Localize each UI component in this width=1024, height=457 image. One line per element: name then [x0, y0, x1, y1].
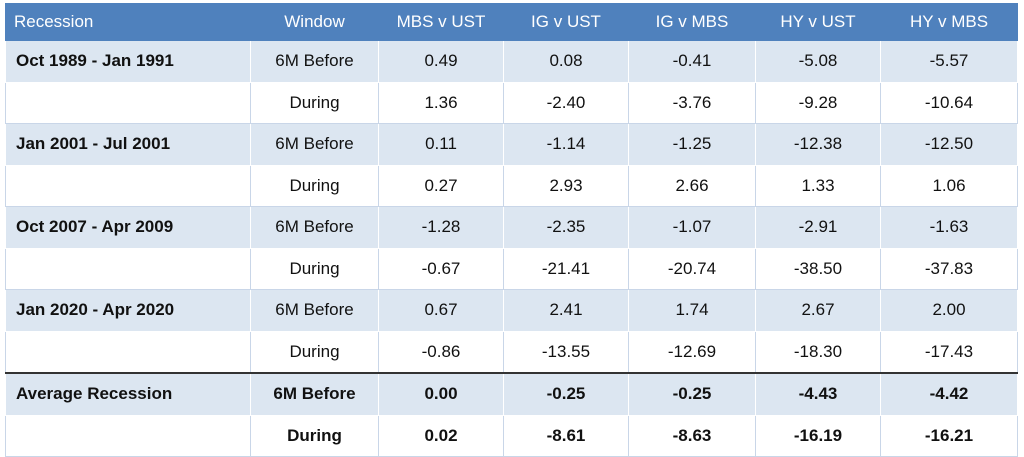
value-cell: -4.43	[755, 372, 881, 416]
value-cell: -37.83	[880, 247, 1018, 290]
value-cell: -0.25	[628, 372, 756, 416]
value-cell: -3.76	[628, 81, 756, 124]
value-cell: -10.64	[880, 81, 1018, 124]
value-cell: -16.21	[880, 414, 1018, 457]
window-cell: 6M Before	[250, 372, 379, 416]
recession-cell	[5, 414, 251, 457]
value-cell: 1.36	[378, 81, 504, 124]
value-cell: -0.41	[628, 40, 756, 83]
window-cell: During	[250, 414, 379, 457]
value-cell: -18.30	[755, 330, 881, 374]
value-cell: -12.50	[880, 123, 1018, 166]
value-cell: 0.00	[378, 372, 504, 416]
header-row: Recession Window MBS v UST IG v UST IG v MBS…	[5, 3, 1018, 41]
value-cell: 1.06	[880, 164, 1018, 207]
value-cell: 0.02	[378, 414, 504, 457]
recession-cell	[5, 330, 251, 374]
value-cell: 0.49	[378, 40, 504, 83]
recession-cell: Jan 2001 - Jul 2001	[5, 123, 251, 166]
table-row: Average Recession 6M Before 0.00 -0.25 -0.25…	[5, 372, 1018, 416]
value-cell: 1.74	[628, 289, 756, 332]
recession-cell	[5, 247, 251, 290]
recession-cell	[5, 81, 251, 124]
value-cell: 2.41	[503, 289, 629, 332]
header-cell: Window	[250, 3, 379, 41]
value-cell: -8.63	[628, 414, 756, 457]
window-cell: During	[250, 247, 379, 290]
header-cell: MBS v UST	[378, 3, 504, 41]
table-body: Oct 1989 - Jan 1991 6M Before 0.49 0.08 -0.4…	[5, 40, 1018, 457]
value-cell: -17.43	[880, 330, 1018, 374]
header-cell: HY v UST	[755, 3, 881, 41]
value-cell: -12.69	[628, 330, 756, 374]
value-cell: -13.55	[503, 330, 629, 374]
value-cell: 2.67	[755, 289, 881, 332]
value-cell: -0.86	[378, 330, 504, 374]
value-cell: 0.27	[378, 164, 504, 207]
data-table: Recession Window MBS v UST IG v UST IG v MBS…	[5, 3, 1018, 457]
recession-cell: Oct 2007 - Apr 2009	[5, 206, 251, 249]
value-cell: -1.63	[880, 206, 1018, 249]
value-cell: -9.28	[755, 81, 881, 124]
value-cell: -1.28	[378, 206, 504, 249]
value-cell: -1.25	[628, 123, 756, 166]
value-cell: -2.35	[503, 206, 629, 249]
value-cell: -0.67	[378, 247, 504, 290]
table-row: Jan 2001 - Jul 2001 6M Before 0.11 -1.14 -1.…	[5, 123, 1018, 166]
value-cell: -2.91	[755, 206, 881, 249]
value-cell: 0.08	[503, 40, 629, 83]
value-cell: -5.08	[755, 40, 881, 83]
header-cell: IG v UST	[503, 3, 629, 41]
recession-cell: Average Recession	[5, 372, 251, 416]
value-cell: 1.33	[755, 164, 881, 207]
recession-cell: Oct 1989 - Jan 1991	[5, 40, 251, 83]
value-cell: 0.11	[378, 123, 504, 166]
window-cell: 6M Before	[250, 206, 379, 249]
recession-cell	[5, 164, 251, 207]
value-cell: -0.25	[503, 372, 629, 416]
window-cell: During	[250, 81, 379, 124]
header-cell: HY v MBS	[880, 3, 1018, 41]
value-cell: -4.42	[880, 372, 1018, 416]
recession-cell: Jan 2020 - Apr 2020	[5, 289, 251, 332]
header-cell: Recession	[5, 3, 251, 41]
value-cell: -1.07	[628, 206, 756, 249]
window-cell: 6M Before	[250, 123, 379, 166]
window-cell: During	[250, 330, 379, 374]
value-cell: -5.57	[880, 40, 1018, 83]
window-cell: During	[250, 164, 379, 207]
table-row: Jan 2020 - Apr 2020 6M Before 0.67 2.41 1.74…	[5, 289, 1018, 332]
table-row: During 0.02 -8.61 -8.63 -16.19 -16.21	[5, 414, 1018, 457]
table-row: During 0.27 2.93 2.66 1.33 1.06	[5, 164, 1018, 207]
window-cell: 6M Before	[250, 289, 379, 332]
table-row: Oct 2007 - Apr 2009 6M Before -1.28 -2.35 -1…	[5, 206, 1018, 249]
value-cell: -1.14	[503, 123, 629, 166]
window-cell: 6M Before	[250, 40, 379, 83]
value-cell: -16.19	[755, 414, 881, 457]
value-cell: -12.38	[755, 123, 881, 166]
value-cell: 2.66	[628, 164, 756, 207]
table-row: During -0.86 -13.55 -12.69 -18.30 -17.43	[5, 330, 1018, 374]
value-cell: -8.61	[503, 414, 629, 457]
value-cell: 2.93	[503, 164, 629, 207]
table-row: During -0.67 -21.41 -20.74 -38.50 -37.83	[5, 247, 1018, 290]
value-cell: 2.00	[880, 289, 1018, 332]
table-row: Oct 1989 - Jan 1991 6M Before 0.49 0.08 -0.4…	[5, 40, 1018, 83]
table-row: During 1.36 -2.40 -3.76 -9.28 -10.64	[5, 81, 1018, 124]
value-cell: -20.74	[628, 247, 756, 290]
header-cell: IG v MBS	[628, 3, 756, 41]
value-cell: -21.41	[503, 247, 629, 290]
value-cell: -2.40	[503, 81, 629, 124]
value-cell: -38.50	[755, 247, 881, 290]
value-cell: 0.67	[378, 289, 504, 332]
